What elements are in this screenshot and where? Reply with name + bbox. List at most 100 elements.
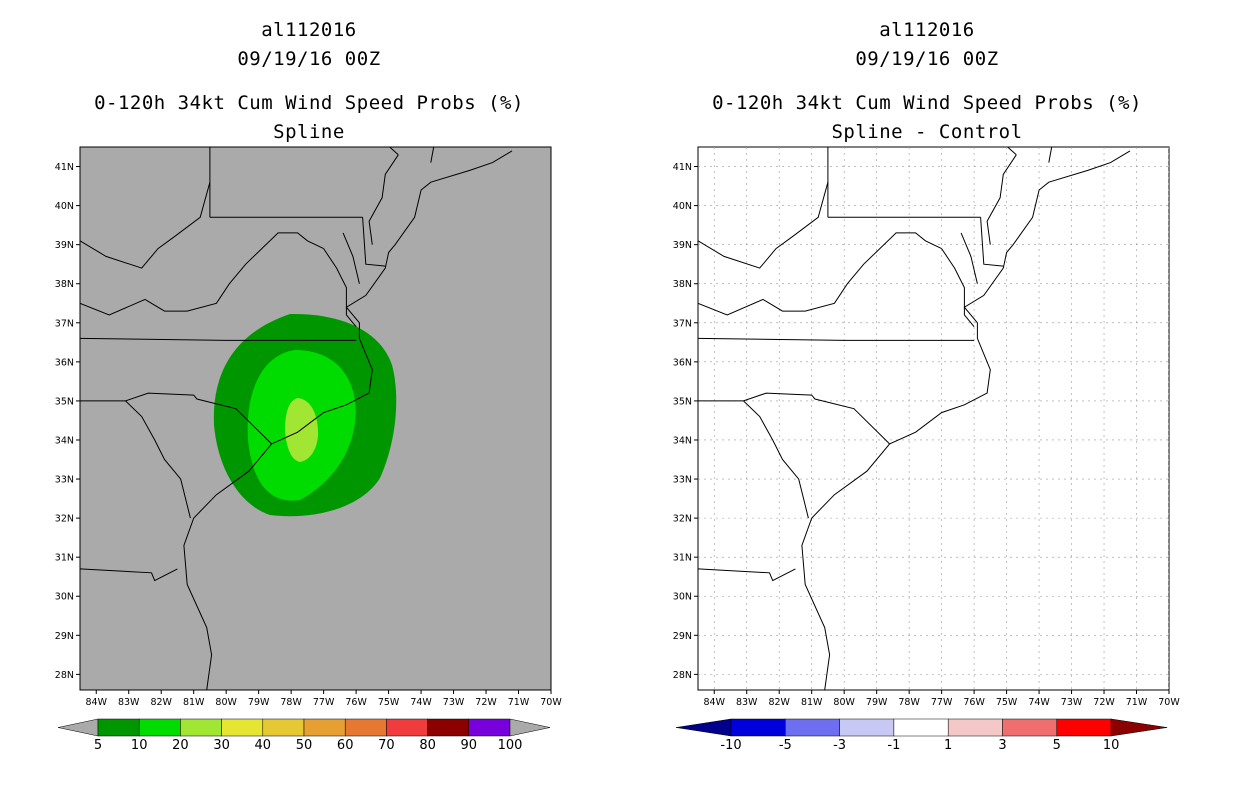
lat-tick-label: 37N: [673, 318, 692, 329]
lon-tick-label: 83W: [118, 697, 140, 708]
boundary-line: [698, 568, 796, 582]
lon-tick-label: 70W: [1158, 697, 1180, 708]
right-panel-title: al112016 09/19/16 00Z 0-120h 34kt Cum Wi…: [618, 16, 1236, 147]
right-gridlines: [698, 147, 1169, 690]
boundary-line: [80, 232, 324, 316]
colorbar-label: 50: [296, 738, 313, 753]
lon-tick-label: 74W: [410, 697, 432, 708]
colorbar-label: 30: [213, 738, 230, 753]
boundary-line: [698, 232, 942, 316]
right-colorbar: -10 -5 -3 -1 1 3 5 10: [675, 718, 1168, 753]
lon-tick-label: 75W: [378, 697, 400, 708]
lat-tick-label: 34N: [673, 435, 692, 446]
boundary-line: [980, 217, 1004, 267]
lat-tick-label: 41N: [673, 162, 692, 173]
boundary-line: [801, 150, 1131, 690]
colorbar-label: 70: [378, 738, 395, 753]
boundary-line: [362, 217, 386, 267]
lon-tick-label: 84W: [85, 697, 107, 708]
boundary-line: [698, 182, 829, 269]
lon-tick-label: 75W: [996, 697, 1018, 708]
right-method: Spline - Control: [831, 121, 1023, 143]
right-state-boundaries: [698, 147, 1131, 690]
lon-tick-label: 74W: [1028, 697, 1050, 708]
colorbar-label: 90: [461, 738, 478, 753]
colorbar-label: 100: [498, 738, 523, 753]
boundary-line: [125, 400, 191, 519]
colorbar-label: 5: [1053, 738, 1061, 753]
colorbar-over-triangle: [509, 718, 551, 737]
left-panel-title: al112016 09/19/16 00Z 0-120h 34kt Cum Wi…: [0, 16, 618, 147]
lon-tick-label: 84W: [703, 697, 725, 708]
boundary-line: [368, 154, 399, 245]
boundary-line: [960, 232, 978, 284]
colorbar-swatch: [730, 718, 786, 737]
lon-tick-label: 83W: [736, 697, 758, 708]
colorbar-swatch: [785, 718, 840, 737]
lon-tick-label: 71W: [1126, 697, 1148, 708]
colorbar-label: -5: [779, 738, 792, 753]
colorbar-under-triangle: [675, 718, 732, 737]
colorbar-label: 80: [419, 738, 436, 753]
boundary-line: [698, 337, 975, 341]
lon-tick-label: 76W: [345, 697, 367, 708]
boundary-line: [1006, 147, 1017, 156]
colorbar-label: -10: [720, 738, 741, 753]
lon-tick-label: 77W: [313, 697, 335, 708]
boundary-line: [80, 337, 357, 341]
lat-tick-label: 32N: [673, 514, 692, 525]
lat-tick-label: 31N: [55, 553, 74, 564]
lon-tick-label: 78W: [280, 697, 302, 708]
lon-tick-label: 81W: [801, 697, 823, 708]
lon-tick-label: 81W: [183, 697, 205, 708]
lon-tick-label: 73W: [443, 697, 465, 708]
colorbar-label: 10: [1103, 738, 1120, 753]
lon-tick-label: 76W: [963, 697, 985, 708]
right-storm-id: al112016: [879, 19, 975, 41]
lon-tick-label: 79W: [248, 697, 270, 708]
lat-tick-label: 34N: [55, 435, 74, 446]
lat-tick-label: 35N: [673, 396, 692, 407]
boundary-line: [1048, 147, 1053, 163]
colorbar-label: 40: [255, 738, 272, 753]
lat-tick-label: 33N: [673, 475, 692, 486]
prob-contour-20: [285, 398, 319, 462]
lat-tick-label: 40N: [55, 201, 74, 212]
lat-tick-label: 36N: [55, 357, 74, 368]
right-date: 09/19/16 00Z: [855, 48, 999, 70]
lat-tick-label: 38N: [673, 279, 692, 290]
lat-tick-label: 28N: [55, 670, 74, 681]
boundary-line: [986, 154, 1017, 245]
lat-tick-label: 40N: [673, 201, 692, 212]
left-storm-id: al112016: [261, 19, 357, 41]
colorbar-label: 3: [998, 738, 1006, 753]
left-product: 0-120h 34kt Cum Wind Speed Probs (%): [94, 92, 524, 114]
left-axis-ticks: 84W 83W 82W 81W 80W 79W 78W 77W 76W 75W 74W 73W 72W 7…: [55, 162, 563, 708]
left-method: Spline: [273, 121, 345, 143]
boundary-line: [388, 147, 399, 156]
lon-tick-label: 70W: [540, 697, 562, 708]
lat-tick-label: 41N: [55, 162, 74, 173]
lat-tick-label: 35N: [55, 396, 74, 407]
lat-tick-label: 29N: [55, 631, 74, 642]
boundary-line: [80, 568, 178, 582]
lon-tick-label: 78W: [898, 697, 920, 708]
colorbar-label: 1: [944, 738, 952, 753]
colorbar-label: 10: [131, 738, 148, 753]
right-product: 0-120h 34kt Cum Wind Speed Probs (%): [712, 92, 1142, 114]
colorbar-label: 5: [94, 738, 102, 753]
colorbar-swatch: [839, 718, 895, 737]
lat-tick-label: 36N: [673, 357, 692, 368]
colorbar-swatch: [893, 718, 949, 737]
lon-tick-label: 80W: [215, 697, 237, 708]
left-state-boundaries: [80, 147, 513, 690]
lon-tick-label: 72W: [475, 697, 497, 708]
lon-tick-label: 71W: [508, 697, 530, 708]
lat-tick-label: 31N: [673, 553, 692, 564]
boundary-line: [430, 147, 435, 163]
lat-tick-label: 29N: [673, 631, 692, 642]
lon-tick-label: 77W: [931, 697, 953, 708]
lon-tick-label: 79W: [866, 697, 888, 708]
colorbar-swatch: [1056, 718, 1112, 737]
